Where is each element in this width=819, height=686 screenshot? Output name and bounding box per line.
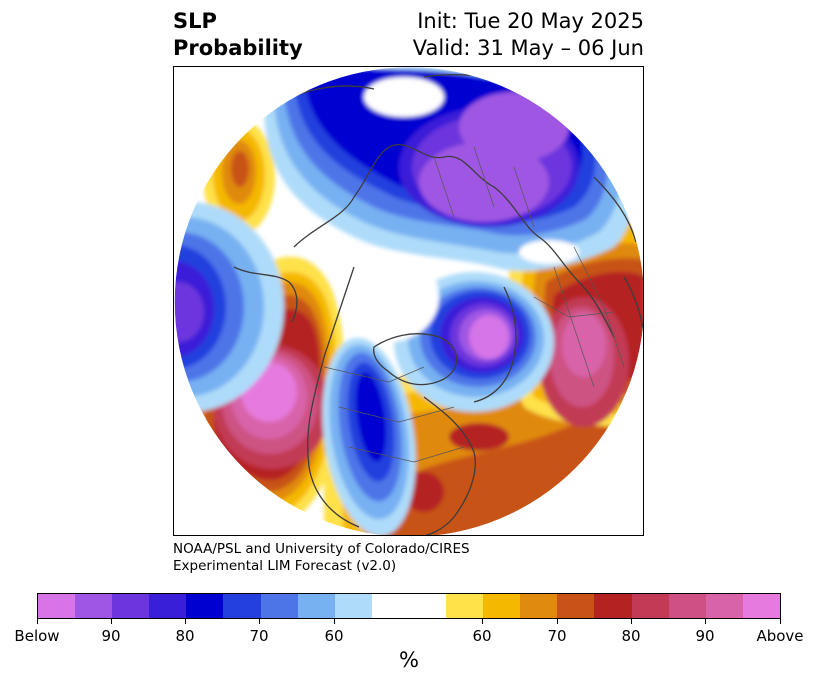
colorbar-segment bbox=[112, 594, 150, 618]
valid-range: Valid: 31 May – 06 Jun bbox=[412, 36, 644, 60]
colorbar-unit: % bbox=[399, 648, 419, 672]
colorbar-segment bbox=[186, 594, 224, 618]
colorbar-tick bbox=[334, 619, 335, 624]
colorbar-tick bbox=[482, 619, 483, 624]
colorbar-segment bbox=[594, 594, 632, 618]
colorbar-tick-label: 90 bbox=[101, 627, 121, 645]
colorbar-segment bbox=[38, 594, 76, 618]
colorbar-tick-label: 60 bbox=[472, 627, 492, 645]
colorbar-tick bbox=[111, 619, 112, 624]
forecast-dates: Init: Tue 20 May 2025 Valid: 31 May – 06… bbox=[413, 8, 644, 62]
colorbar-tick bbox=[557, 619, 558, 624]
colorbar-tick bbox=[631, 619, 632, 624]
colorbar-tick bbox=[259, 619, 260, 624]
init-date: Init: Tue 20 May 2025 bbox=[417, 9, 644, 33]
colorbar-tick-label: 80 bbox=[621, 627, 641, 645]
title-line-variable: SLP bbox=[173, 9, 217, 33]
colorbar-segment bbox=[668, 594, 706, 618]
colorbar-tick bbox=[37, 619, 38, 624]
colorbar-tick-label: Above bbox=[756, 627, 804, 645]
credit-text: NOAA/PSL and University of Colorado/CIRE… bbox=[173, 541, 470, 575]
colorbar-tick bbox=[780, 619, 781, 624]
colorbar-segment bbox=[483, 594, 521, 618]
colorbar-segment bbox=[297, 594, 335, 618]
colorbar-segment bbox=[705, 594, 743, 618]
colorbar bbox=[37, 593, 781, 619]
colorbar-tick-label: Below bbox=[14, 627, 60, 645]
credit-line-1: NOAA/PSL and University of Colorado/CIRE… bbox=[173, 541, 470, 557]
colorbar-segment bbox=[371, 594, 447, 618]
colorbar-segment bbox=[520, 594, 558, 618]
colorbar-segment bbox=[149, 594, 187, 618]
colorbar-segment bbox=[557, 594, 595, 618]
colorbar-tick-label: 70 bbox=[249, 627, 269, 645]
map-title: SLP Probability bbox=[173, 8, 303, 62]
colorbar-tick-label: 60 bbox=[324, 627, 344, 645]
colorbar-tick bbox=[185, 619, 186, 624]
colorbar-segment bbox=[223, 594, 261, 618]
title-line-quantity: Probability bbox=[173, 36, 303, 60]
colorbar-segment bbox=[334, 594, 372, 618]
credit-line-2: Experimental LIM Forecast (v2.0) bbox=[173, 558, 397, 574]
colorbar-segment bbox=[75, 594, 113, 618]
colorbar-segment bbox=[260, 594, 298, 618]
colorbar-tick-label: 90 bbox=[695, 627, 715, 645]
colorbar-segment bbox=[742, 594, 780, 618]
colorbar-tick-label: 80 bbox=[175, 627, 195, 645]
country-borders bbox=[323, 146, 625, 463]
colorbar-segment bbox=[631, 594, 669, 618]
polar-map bbox=[173, 66, 644, 536]
colorbar-segment bbox=[446, 594, 484, 618]
colorbar-tick-label: 70 bbox=[547, 627, 567, 645]
colorbar-tick bbox=[705, 619, 706, 624]
probability-field bbox=[174, 67, 643, 535]
